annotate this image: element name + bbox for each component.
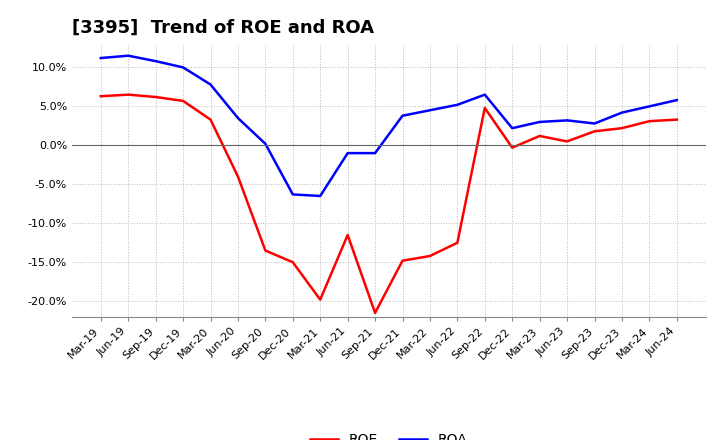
ROE [645,118,654,124]
Line: ROA: ROA [101,56,677,196]
ROA [536,119,544,125]
ROE [426,253,434,259]
ROE [672,117,681,122]
ROE [398,258,407,263]
ROE [618,125,626,131]
ROA [480,92,489,97]
ROA [398,113,407,118]
ROE [289,260,297,265]
ROE [124,92,132,97]
ROE [233,174,242,179]
ROE [206,117,215,122]
ROA [96,55,105,61]
ROE [151,94,160,99]
ROA [672,98,681,103]
ROA [316,193,325,198]
ROA [261,141,270,147]
ROE [508,145,516,150]
ROE [536,133,544,139]
Text: [3395]  Trend of ROE and ROA: [3395] Trend of ROE and ROA [72,19,374,37]
ROA [124,53,132,59]
ROA [563,118,572,123]
ROE [590,128,599,134]
ROE [371,310,379,315]
ROA [151,59,160,64]
ROA [206,82,215,87]
ROA [371,150,379,156]
ROA [508,125,516,131]
ROE [563,139,572,144]
ROA [590,121,599,126]
ROE [343,232,352,238]
ROA [618,110,626,115]
ROE [453,240,462,246]
ROA [289,192,297,197]
ROA [233,115,242,121]
ROA [343,150,352,156]
ROE [316,297,325,302]
ROE [480,105,489,110]
ROE [179,98,187,103]
Legend: ROE, ROA: ROE, ROA [305,427,473,440]
ROA [453,102,462,107]
Line: ROE: ROE [101,95,677,313]
ROE [261,248,270,253]
ROA [426,108,434,113]
ROE [96,94,105,99]
ROA [645,104,654,109]
ROA [179,65,187,70]
